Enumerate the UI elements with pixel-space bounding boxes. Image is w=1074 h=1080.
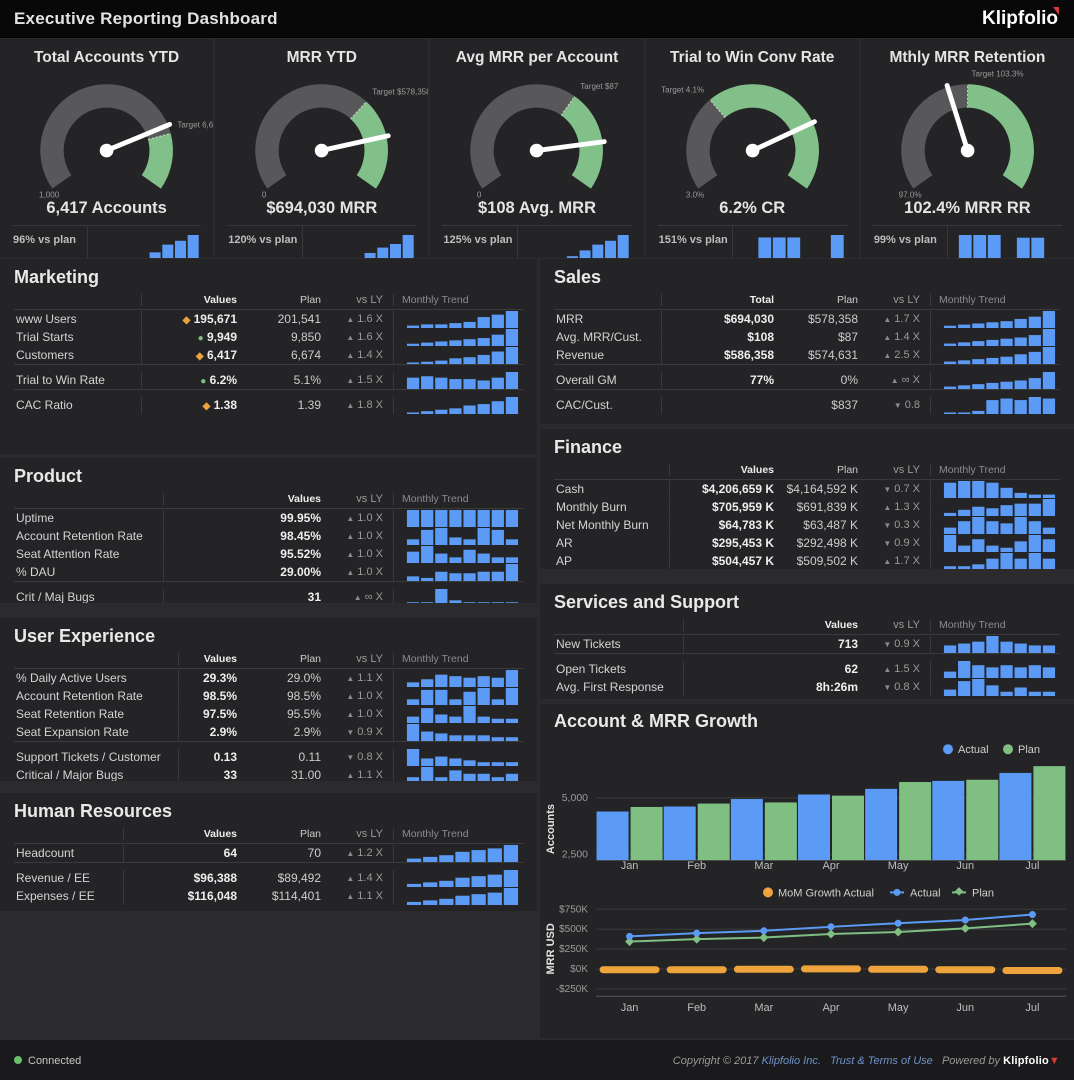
svg-text:Apr: Apr — [822, 1002, 839, 1014]
svg-text:97.0%: 97.0% — [898, 191, 921, 200]
svg-text:Target $578,358.0: Target $578,358.0 — [372, 88, 428, 97]
svg-text:5,000: 5,000 — [562, 792, 588, 804]
svg-text:Feb: Feb — [687, 860, 706, 872]
svg-text:Jan: Jan — [621, 860, 639, 872]
svg-text:MRR USD: MRR USD — [545, 923, 557, 974]
svg-text:Plan: Plan — [1018, 744, 1040, 756]
svg-text:$250K: $250K — [559, 944, 588, 955]
svg-text:Target $87: Target $87 — [581, 82, 620, 91]
svg-text:1,000: 1,000 — [39, 191, 60, 200]
svg-text:3.0%: 3.0% — [685, 191, 703, 200]
svg-text:Jul: Jul — [1025, 860, 1039, 872]
svg-text:May: May — [888, 1002, 909, 1014]
svg-text:$750K: $750K — [559, 904, 588, 915]
svg-text:Jun: Jun — [956, 860, 974, 872]
svg-text:$0K: $0K — [570, 964, 588, 975]
svg-text:Actual: Actual — [910, 887, 941, 899]
svg-text:Mar: Mar — [754, 860, 773, 872]
svg-text:Feb: Feb — [687, 1002, 706, 1014]
svg-text:MoM Growth Actual: MoM Growth Actual — [778, 887, 874, 899]
svg-text:2,500: 2,500 — [562, 849, 588, 861]
svg-text:Jun: Jun — [956, 1002, 974, 1014]
svg-text:0: 0 — [477, 191, 482, 200]
svg-text:Apr: Apr — [822, 860, 839, 872]
svg-text:Actual: Actual — [958, 744, 989, 756]
svg-text:Mar: Mar — [754, 1002, 773, 1014]
svg-text:-$250K: -$250K — [556, 984, 589, 995]
svg-text:$500K: $500K — [559, 924, 588, 935]
svg-text:0: 0 — [262, 191, 267, 200]
svg-text:Target 6,674: Target 6,674 — [177, 121, 213, 130]
svg-text:Jan: Jan — [621, 1002, 639, 1014]
svg-text:Target 103.3%: Target 103.3% — [971, 69, 1023, 78]
svg-text:Target 4.1%: Target 4.1% — [661, 86, 704, 95]
svg-text:Plan: Plan — [972, 887, 994, 899]
svg-text:Jul: Jul — [1025, 1002, 1039, 1014]
svg-text:May: May — [888, 860, 909, 872]
svg-text:Accounts: Accounts — [545, 804, 557, 854]
